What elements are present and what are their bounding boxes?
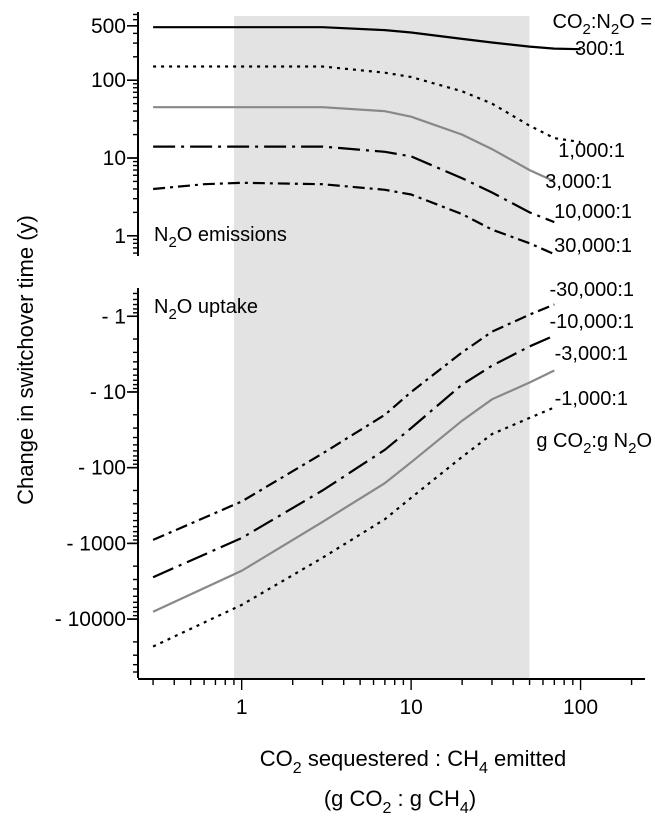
units-footer-sub: 2 (583, 440, 591, 457)
emissions-y-tick-label: 100 (91, 69, 126, 92)
x-title-1c: emitted (488, 746, 566, 771)
annotations: 300:1 1,000:1 3,000:1 10,000:1 30,000:1 -30,0… (545, 38, 634, 410)
series-line-3001 (153, 26, 581, 51)
units-footer-b: :g N (591, 430, 628, 452)
ratio-header-a: CO (553, 11, 583, 33)
uptake-y-tick-label: - 10 (90, 381, 126, 404)
series-lines (152, 26, 581, 648)
x-title-1sub: 2 (293, 760, 302, 777)
emissions-y-tick-label: 1 (114, 225, 126, 248)
x-tick-label: 1 (236, 696, 248, 719)
units-footer-a: g CO (536, 430, 583, 452)
emissions-y-tick-label: 500 (91, 15, 126, 38)
units-footer: g CO2:g N2O (536, 430, 652, 457)
x-title-2sub2: 4 (460, 800, 469, 817)
series-label: -30,000:1 (549, 279, 634, 301)
emissions-label-sub: 2 (168, 234, 176, 251)
ratio-header-c: O = (619, 11, 652, 33)
series-line-10001 (153, 65, 581, 144)
units-footer-sub2: 2 (628, 440, 636, 457)
series-line-300001 (152, 181, 555, 256)
series-label: 3,000:1 (545, 171, 612, 193)
emissions-panel-label: N2O emissions (154, 224, 287, 251)
y-axis-title: Change in switchover time (y) (13, 215, 38, 505)
series-line-30001 (153, 106, 555, 183)
x-title-2sub: 2 (383, 800, 392, 817)
ratio-header-b: :N (591, 11, 611, 33)
series-label: 1,000:1 (558, 140, 625, 162)
x-title-2b: : g CH (391, 786, 459, 811)
x-title-2c: ) (469, 786, 476, 811)
x-tick-label: 100 (563, 696, 598, 719)
x-tick-label: 10 (399, 696, 422, 719)
ratio-header: CO2:N2O = (553, 11, 652, 38)
series-line-100001 (153, 145, 555, 224)
x-axis-title-line2: (g CO2 : g CH4) (324, 786, 476, 817)
series-label: 10,000:1 (554, 201, 632, 223)
x-axis-title-line1: CO2 sequestered : CH4 emitted (260, 746, 566, 777)
ratio-header-sub2: 2 (611, 21, 619, 38)
units-footer-c: O (636, 430, 652, 452)
uptake-label-b: O uptake (177, 296, 258, 318)
x-title-1b: sequestered : CH (302, 746, 479, 771)
series-label: -1,000:1 (555, 388, 628, 410)
series-line--30001 (152, 369, 555, 613)
uptake-y-tick-label: - 10000 (55, 608, 126, 631)
uptake-y-tick-label: - 1000 (66, 532, 126, 555)
emissions-y-tick-label: 10 (103, 147, 126, 170)
uptake-y-tick-label: - 100 (78, 457, 126, 480)
x-title-1sub2: 4 (479, 760, 488, 777)
shaded-region (233, 16, 530, 680)
uptake-label-sub: 2 (168, 306, 176, 323)
series-label: 300:1 (575, 38, 625, 60)
uptake-panel-label: N2O uptake (154, 296, 258, 323)
uptake-label-a: N (154, 296, 168, 318)
emissions-label-a: N (154, 224, 168, 246)
uptake-y-tick-label: - 1 (101, 305, 126, 328)
axes: 500 100 10 1 - 1 - 10 - 100 - 1000 - 10000 1 10 100 (55, 12, 645, 719)
x-title-1a: CO (260, 746, 293, 771)
x-title-2a: (g CO (324, 786, 383, 811)
series-label: 30,000:1 (554, 235, 632, 257)
series-line--10001 (152, 406, 555, 648)
series-line--300001 (152, 303, 555, 541)
ratio-header-sub: 2 (583, 21, 591, 38)
series-line--100001 (152, 334, 555, 579)
emissions-label-b: O emissions (177, 224, 287, 246)
series-label: -3,000:1 (555, 343, 628, 365)
series-label: -10,000:1 (549, 311, 634, 333)
